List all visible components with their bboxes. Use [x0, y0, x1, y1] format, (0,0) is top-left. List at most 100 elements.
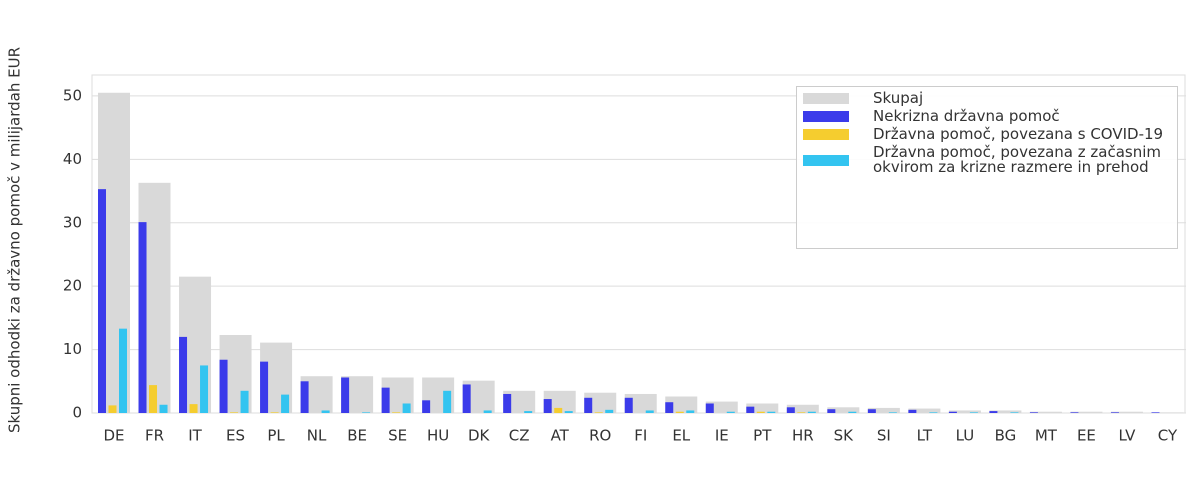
- total-bar: [1029, 411, 1062, 413]
- legend-label: Nekrizna državna pomoč: [873, 107, 1060, 125]
- x-tick-label: PL: [267, 427, 285, 445]
- x-tick-label: LT: [917, 427, 933, 445]
- bar: [1110, 412, 1119, 413]
- x-tick-label: DK: [468, 427, 491, 445]
- bar: [908, 409, 917, 413]
- x-tick-label: ES: [226, 427, 245, 445]
- bar: [462, 384, 471, 413]
- x-tick-label: LV: [1118, 427, 1136, 445]
- bar: [281, 394, 290, 413]
- bar: [867, 409, 876, 413]
- x-tick-label: IE: [715, 427, 729, 445]
- y-tick-label: 30: [63, 213, 82, 231]
- x-tick-label: PT: [753, 427, 772, 445]
- bar: [159, 404, 168, 413]
- bar: [230, 412, 239, 413]
- bar: [605, 409, 614, 413]
- x-tick-label: CY: [1158, 427, 1178, 445]
- bar: [200, 365, 209, 413]
- x-tick-label: CZ: [509, 427, 530, 445]
- x-tick-label: IT: [188, 427, 202, 445]
- total-bar: [746, 403, 779, 413]
- bar: [888, 412, 897, 413]
- total-bar: [1151, 412, 1184, 413]
- bar: [807, 411, 816, 413]
- bar: [443, 390, 452, 413]
- bar: [341, 377, 350, 413]
- bar: [1029, 412, 1038, 413]
- total-bar: [948, 410, 981, 413]
- legend-label: Državna pomoč, povezana z začasnim okvir…: [873, 143, 1161, 176]
- bar: [969, 412, 978, 413]
- legend-entry: Državna pomoč, povezana z začasnim okvir…: [803, 145, 1171, 175]
- bar: [797, 412, 806, 413]
- legend-entry: Nekrizna državna pomoč: [803, 109, 1171, 124]
- total-bar: [786, 404, 819, 413]
- bar: [219, 359, 228, 413]
- x-tick-label: DE: [103, 427, 124, 445]
- bar: [240, 390, 249, 413]
- bar: [381, 387, 390, 413]
- bar: [786, 407, 795, 413]
- bar: [675, 411, 684, 413]
- legend-label: Državna pomoč, povezana s COVID-19: [873, 125, 1164, 143]
- total-bar: [989, 410, 1022, 413]
- legend-swatch: [803, 111, 849, 122]
- bar: [503, 393, 512, 413]
- bar: [138, 222, 147, 413]
- bar: [584, 397, 593, 413]
- bar: [362, 412, 371, 413]
- bar: [929, 412, 938, 413]
- bar: [543, 399, 552, 413]
- y-tick-label: 40: [63, 150, 82, 168]
- legend: Skupaj Nekrizna državna pomoč Državna pomo…: [796, 86, 1178, 249]
- bar: [179, 336, 188, 413]
- legend-label: Skupaj: [873, 89, 924, 107]
- bar: [402, 403, 411, 413]
- bar: [624, 397, 633, 413]
- bar: [300, 381, 309, 413]
- bar: [483, 410, 492, 413]
- legend-swatch: [803, 93, 849, 104]
- bar: [948, 411, 957, 413]
- bar: [108, 405, 117, 413]
- total-bar: [1070, 411, 1103, 413]
- x-tick-label: SI: [877, 427, 891, 445]
- bar: [270, 412, 279, 413]
- x-tick-label: MT: [1035, 427, 1058, 445]
- x-tick-label: BE: [347, 427, 367, 445]
- x-tick-label: SE: [388, 427, 407, 445]
- legend-swatch: [803, 154, 849, 166]
- bar: [564, 411, 573, 413]
- x-tick-label: FR: [145, 427, 164, 445]
- total-bar: [827, 407, 860, 413]
- total-bar: [1110, 411, 1143, 413]
- bar: [149, 385, 158, 413]
- bar: [422, 400, 431, 413]
- total-bar: [705, 401, 738, 413]
- bar: [260, 361, 269, 413]
- bar: [756, 411, 765, 413]
- bar: [119, 328, 127, 413]
- bar: [98, 189, 106, 413]
- bar: [767, 411, 776, 413]
- y-tick-label: 10: [63, 340, 82, 358]
- y-tick-label: 20: [63, 277, 82, 295]
- y-tick-label: 50: [63, 86, 82, 104]
- bar: [989, 411, 998, 413]
- bar: [392, 412, 401, 413]
- y-tick-label: 0: [72, 404, 82, 422]
- bar: [726, 411, 735, 413]
- total-bar: [867, 407, 900, 413]
- x-tick-label: AT: [551, 427, 570, 445]
- x-tick-label: NL: [307, 427, 327, 445]
- bar: [705, 403, 714, 413]
- bar: [848, 411, 857, 413]
- x-tick-label: HU: [427, 427, 449, 445]
- legend-entry: Skupaj: [803, 91, 1171, 106]
- bar: [1151, 412, 1160, 413]
- bar: [189, 404, 198, 413]
- bar: [665, 402, 674, 413]
